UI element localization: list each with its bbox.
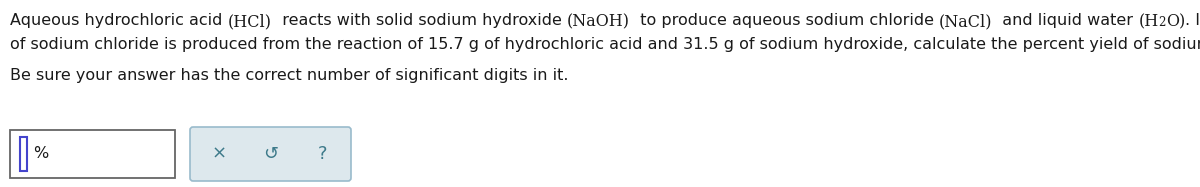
Bar bbox=[20, 137, 28, 171]
FancyBboxPatch shape bbox=[190, 127, 352, 181]
Text: to produce aqueous sodium chloride: to produce aqueous sodium chloride bbox=[630, 13, 938, 28]
Text: ↺: ↺ bbox=[263, 145, 278, 163]
Text: and liquid water: and liquid water bbox=[992, 13, 1139, 28]
Text: (HCl): (HCl) bbox=[228, 13, 271, 30]
Text: %: % bbox=[34, 146, 48, 162]
Text: (H: (H bbox=[1139, 13, 1158, 30]
Text: of sodium chloride is produced from the reaction of 15.7 g of hydrochloric acid : of sodium chloride is produced from the … bbox=[10, 37, 1200, 52]
Text: ?: ? bbox=[318, 145, 326, 163]
Text: Aqueous hydrochloric acid: Aqueous hydrochloric acid bbox=[10, 13, 228, 28]
Text: O): O) bbox=[1166, 13, 1186, 30]
Text: 2: 2 bbox=[1158, 16, 1166, 29]
Text: (NaCl): (NaCl) bbox=[938, 13, 992, 30]
Text: . If 14.8 g: . If 14.8 g bbox=[1186, 13, 1200, 28]
Bar bbox=[10, 130, 175, 178]
Text: (NaOH): (NaOH) bbox=[566, 13, 630, 30]
Text: Be sure your answer has the correct number of significant digits in it.: Be sure your answer has the correct numb… bbox=[10, 68, 569, 83]
Text: reacts with solid sodium hydroxide: reacts with solid sodium hydroxide bbox=[271, 13, 566, 28]
Text: ×: × bbox=[211, 145, 227, 163]
